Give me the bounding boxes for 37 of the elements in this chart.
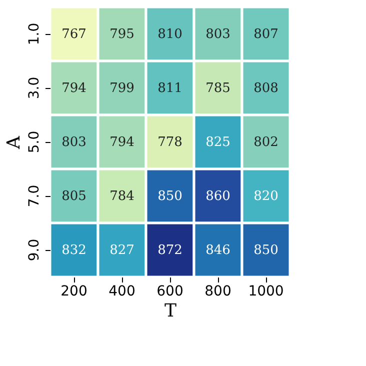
x-tick-label: 800 bbox=[204, 284, 232, 300]
y-tick-label: 9.0 bbox=[26, 238, 42, 262]
x-axis-title: T bbox=[164, 300, 177, 322]
y-tick-label: 1.0 bbox=[26, 22, 42, 46]
data-label: 811 bbox=[158, 81, 182, 96]
data-label: 803 bbox=[62, 135, 86, 150]
data-label: 850 bbox=[158, 189, 182, 204]
y-tick-label: 3.0 bbox=[26, 76, 42, 100]
data-label: 805 bbox=[62, 189, 86, 204]
data-label: 767 bbox=[62, 27, 86, 42]
data-label: 803 bbox=[206, 27, 230, 42]
x-tick-label: 200 bbox=[60, 284, 88, 300]
data-label: 825 bbox=[206, 135, 230, 150]
data-label: 860 bbox=[206, 189, 230, 204]
data-label: 810 bbox=[158, 27, 182, 42]
data-label: 807 bbox=[254, 27, 278, 42]
data-label: 872 bbox=[158, 243, 182, 258]
data-label: 820 bbox=[254, 189, 278, 204]
data-label: 795 bbox=[110, 27, 134, 42]
data-label: 850 bbox=[254, 243, 278, 258]
data-label: 794 bbox=[110, 135, 134, 150]
data-label: 846 bbox=[206, 243, 230, 258]
data-label: 799 bbox=[110, 81, 134, 96]
x-tick-label: 600 bbox=[156, 284, 184, 300]
y-axis-title: A bbox=[4, 135, 24, 150]
data-label: 827 bbox=[110, 243, 134, 258]
data-label: 808 bbox=[254, 81, 278, 96]
data-label: 832 bbox=[62, 243, 86, 258]
data-label: 778 bbox=[158, 135, 182, 150]
y-tick-label: 7.0 bbox=[26, 184, 42, 208]
data-label: 794 bbox=[62, 81, 86, 96]
data-label: 784 bbox=[110, 189, 134, 204]
x-tick-label: 400 bbox=[108, 284, 136, 300]
x-tick-label: 1000 bbox=[248, 284, 284, 300]
y-tick-label: 5.0 bbox=[26, 130, 42, 154]
data-label: 802 bbox=[254, 135, 278, 150]
data-label: 785 bbox=[206, 81, 230, 96]
